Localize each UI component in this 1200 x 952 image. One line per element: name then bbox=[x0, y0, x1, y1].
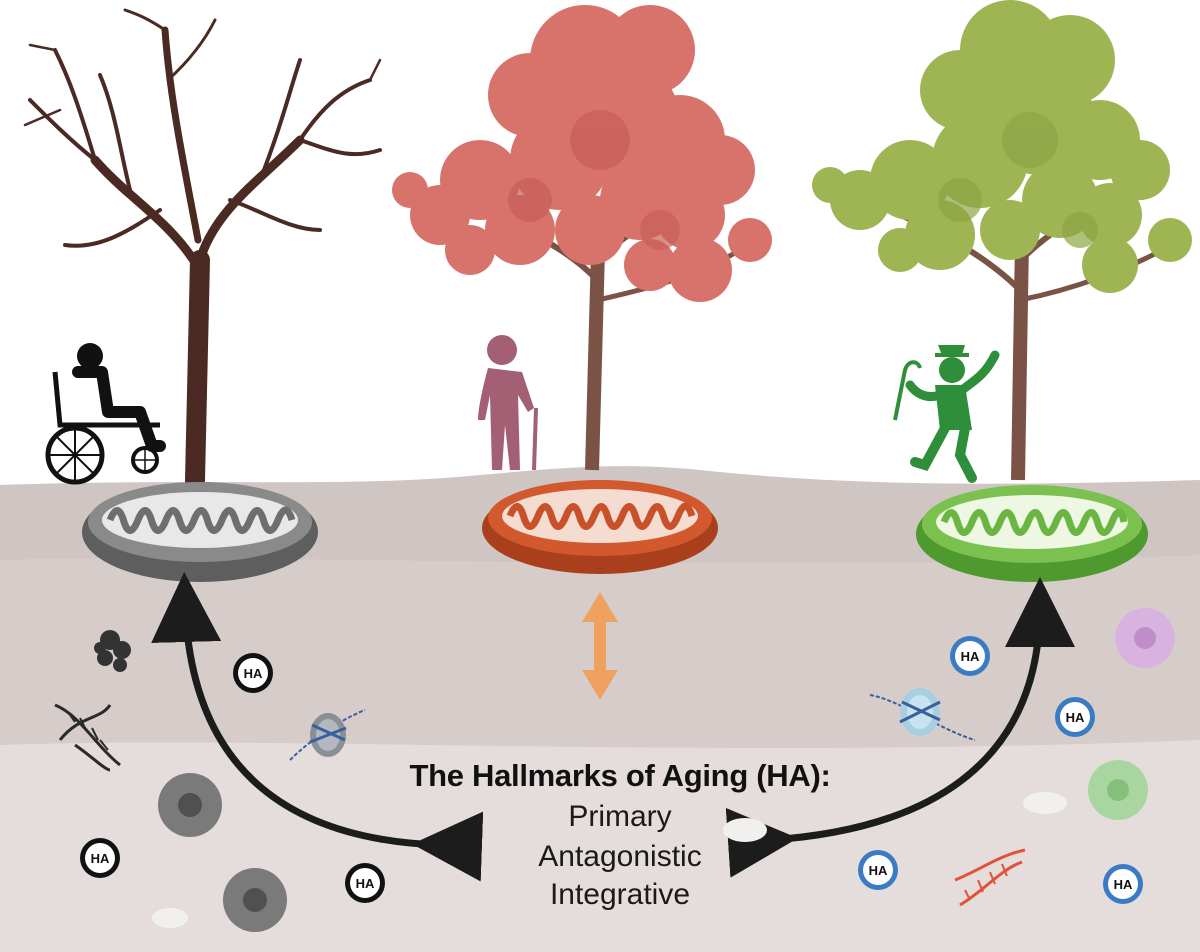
vesicle-icon bbox=[152, 908, 188, 928]
vesicle-icon bbox=[723, 818, 767, 842]
category-integrative: Integrative bbox=[549, 878, 691, 911]
bare-tree bbox=[23, 8, 382, 490]
vesicle-icon bbox=[1023, 792, 1067, 814]
mitochondrion-red bbox=[482, 480, 718, 574]
ha-badge: HA bbox=[858, 850, 898, 890]
ha-badge-label: HA bbox=[1066, 710, 1085, 725]
ha-badge: HA bbox=[1055, 697, 1095, 737]
ha-badge-label: HA bbox=[356, 876, 375, 891]
ha-badge-label: HA bbox=[244, 666, 263, 681]
ha-badge: HA bbox=[1103, 864, 1143, 904]
bidirectional-arrow-icon bbox=[582, 592, 618, 700]
red-tree bbox=[392, 5, 772, 471]
dancing-person-icon bbox=[893, 345, 1000, 483]
green-tree bbox=[812, 0, 1192, 481]
ha-badge-label: HA bbox=[961, 649, 980, 664]
ha-badge: HA bbox=[80, 838, 120, 878]
left-curved-arrow bbox=[151, 572, 484, 882]
right-curved-arrow bbox=[725, 577, 1075, 878]
dna-icon-grey bbox=[54, 703, 121, 772]
ha-badge-label: HA bbox=[869, 863, 888, 878]
cell-icon-grey-1 bbox=[158, 773, 222, 837]
ha-badge-label: HA bbox=[91, 851, 110, 866]
elderly-person-with-cane-icon bbox=[478, 335, 538, 471]
cell-icon-grey-2 bbox=[223, 868, 287, 932]
nucleosome-icon-left bbox=[289, 709, 366, 761]
category-primary: Primary bbox=[568, 800, 672, 833]
nucleosome-icon-right bbox=[869, 688, 976, 741]
category-antagonistic: Antagonistic bbox=[538, 840, 702, 873]
protein-aggregate-icon bbox=[94, 630, 131, 672]
cell-icon-green bbox=[1088, 760, 1148, 820]
diagram-title: The Hallmarks of Aging (HA): bbox=[409, 758, 831, 793]
mitochondrion-grey bbox=[82, 482, 318, 582]
ha-badge-label: HA bbox=[1114, 877, 1133, 892]
ha-badges: HA HA HA HA HA HA HA bbox=[80, 636, 1143, 904]
ha-badge: HA bbox=[233, 653, 273, 693]
wheelchair-person-icon bbox=[45, 343, 166, 485]
ha-badge: HA bbox=[950, 636, 990, 676]
dna-icon-red bbox=[954, 848, 1026, 907]
cell-icon-purple bbox=[1115, 608, 1175, 668]
mitochondrion-green bbox=[916, 485, 1148, 582]
ha-badge: HA bbox=[345, 863, 385, 903]
